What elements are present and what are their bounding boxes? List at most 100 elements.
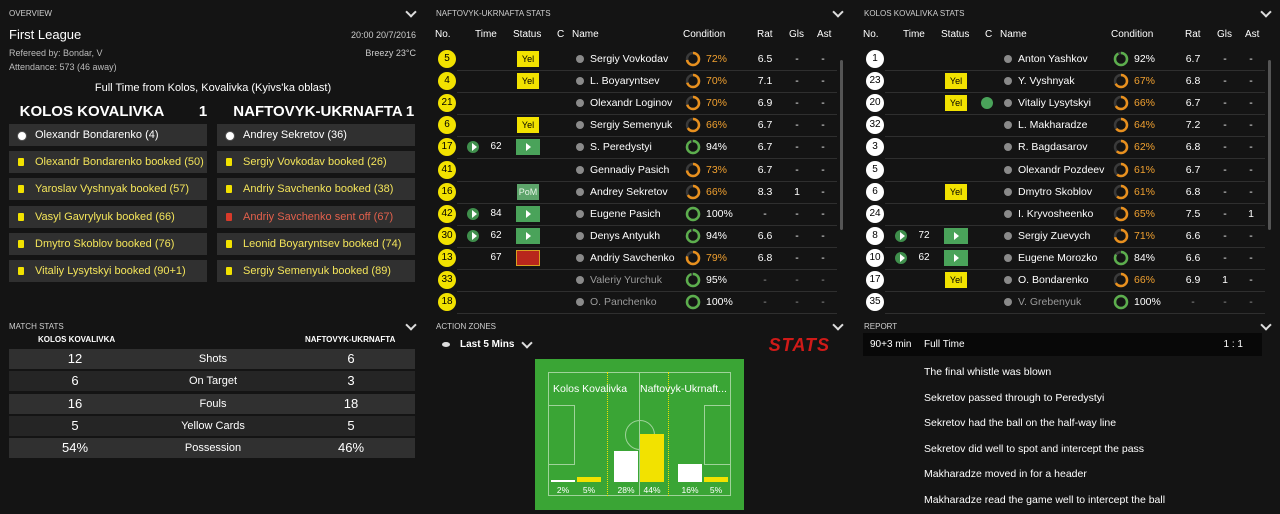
stat-label: Yellow Cards	[181, 419, 245, 432]
column-header: Time	[475, 29, 497, 40]
info-icon[interactable]	[576, 143, 584, 152]
column-header: Ast	[1245, 29, 1260, 40]
goals: -	[795, 141, 799, 154]
condition-label: 66%	[706, 185, 728, 198]
player-name: Eugene Morozko	[1018, 251, 1098, 264]
card-icon	[18, 267, 24, 275]
event-row	[9, 260, 207, 282]
info-icon[interactable]	[1004, 77, 1012, 86]
assists: -	[821, 251, 825, 264]
assists: -	[821, 119, 825, 132]
condition-label: 94%	[706, 229, 728, 242]
scrollbar[interactable]	[1268, 60, 1271, 230]
sub-time: 62	[918, 251, 930, 263]
info-icon[interactable]	[576, 276, 584, 284]
goals: -	[795, 207, 799, 220]
info-icon[interactable]	[576, 121, 584, 130]
info-icon[interactable]	[1004, 276, 1012, 284]
stat-label: On Target	[188, 375, 238, 388]
row-divider	[885, 180, 1265, 182]
condition-arc	[685, 272, 701, 288]
condition-arc	[685, 118, 701, 133]
arrow-icon	[954, 253, 959, 262]
zone-divider	[607, 372, 608, 496]
info-icon[interactable]	[1004, 99, 1012, 108]
row-divider	[885, 202, 1265, 204]
sub-time: 62	[490, 141, 502, 153]
goals: 1	[794, 185, 800, 198]
info-icon[interactable]	[1004, 231, 1012, 240]
info-icon[interactable]	[576, 298, 584, 307]
event-row	[9, 205, 207, 228]
rating: 6.5	[757, 53, 773, 65]
info-icon[interactable]	[576, 187, 584, 196]
info-icon[interactable]	[576, 253, 584, 262]
condition-ring	[1113, 73, 1129, 89]
condition-ring	[685, 228, 701, 244]
event-text: Sergiy Vovkodav booked (26)	[243, 156, 387, 169]
info-icon[interactable]	[576, 209, 584, 218]
shirt-number: 24	[866, 204, 884, 223]
rating: -	[1191, 296, 1195, 309]
info-icon[interactable]	[576, 165, 584, 174]
condition-ring	[1113, 206, 1129, 221]
condition-arc	[1113, 73, 1129, 89]
zone-value-label: 16%	[681, 485, 699, 495]
home-stat: 6	[71, 373, 79, 389]
sub-time: 62	[490, 229, 502, 241]
stat-row	[9, 415, 415, 436]
event-row	[217, 260, 415, 282]
shirt-number: 5	[438, 50, 456, 68]
info-icon[interactable]	[1004, 298, 1012, 307]
info-icon[interactable]	[576, 77, 584, 86]
info-icon[interactable]	[576, 55, 584, 63]
rating: 6.7	[1185, 97, 1201, 110]
stat-label: Possession	[184, 442, 242, 455]
row-divider	[457, 70, 837, 71]
assists: -	[1249, 75, 1253, 88]
status-red-card	[516, 249, 540, 266]
captain-icon	[981, 97, 993, 110]
arrow-icon	[472, 143, 477, 152]
goals: -	[1223, 296, 1227, 309]
row-divider	[457, 224, 837, 226]
goals: -	[1223, 163, 1227, 176]
info-icon[interactable]	[576, 99, 584, 108]
info-icon[interactable]	[1004, 253, 1012, 262]
info-icon[interactable]	[1004, 143, 1012, 152]
stat-row	[9, 371, 415, 392]
goals: -	[1223, 97, 1227, 110]
assists: -	[1249, 53, 1253, 65]
sub-time: 67	[490, 251, 502, 263]
rating: 6.8	[1185, 185, 1201, 198]
scrollbar[interactable]	[840, 60, 843, 230]
goals: -	[795, 75, 799, 88]
condition-arc	[685, 140, 701, 155]
player-name: V. Grebenyuk	[1018, 296, 1082, 309]
info-icon[interactable]	[1004, 165, 1012, 174]
condition-arc	[685, 162, 701, 177]
goals: -	[1223, 141, 1227, 154]
info-icon[interactable]	[576, 231, 584, 240]
info-icon[interactable]	[1004, 55, 1012, 63]
player-name: Vitaliy Lysytskyi	[1018, 97, 1091, 110]
rating: 6.7	[757, 141, 773, 154]
info-icon[interactable]	[1004, 121, 1012, 130]
info-icon[interactable]	[1004, 209, 1012, 218]
column-header: Name	[572, 29, 599, 40]
row-divider	[457, 291, 837, 292]
assists: -	[821, 185, 825, 198]
info-icon[interactable]	[1004, 187, 1012, 196]
condition-label: 94%	[706, 141, 728, 154]
home-stat: 12	[67, 351, 83, 366]
condition-arc	[1113, 140, 1129, 155]
away-stat: 3	[347, 373, 355, 389]
away-stat: 5	[347, 417, 355, 433]
row-divider	[885, 246, 1265, 248]
rating: 7.5	[1185, 207, 1201, 220]
away-stat: 18	[343, 395, 359, 411]
commentary-line: Sekretov had the ball on the half-way li…	[924, 417, 1117, 430]
condition-arc	[1113, 228, 1129, 244]
status-badge: Yel	[517, 51, 539, 67]
condition-arc	[1113, 95, 1129, 111]
